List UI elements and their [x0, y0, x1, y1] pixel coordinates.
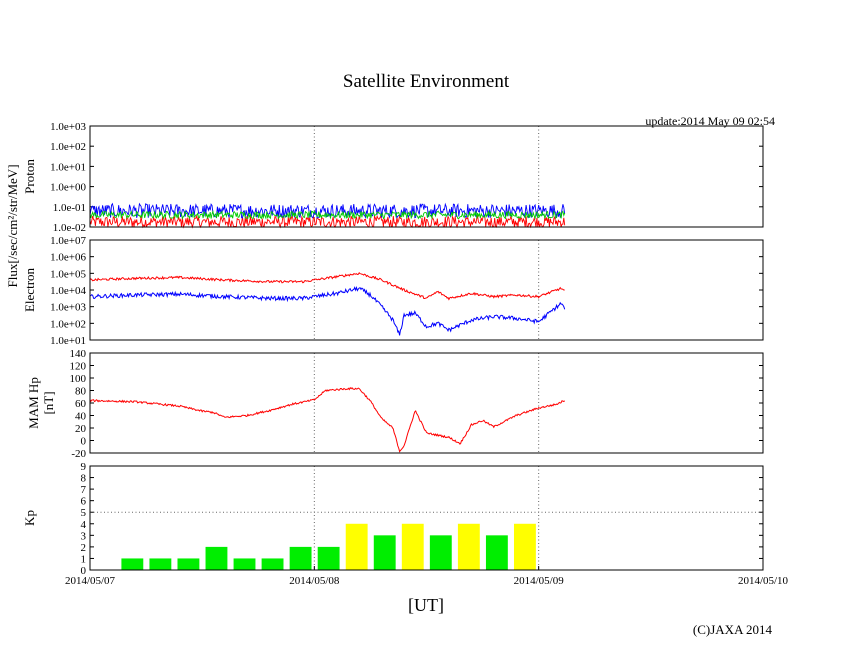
mam_hp-panel-frame — [89, 352, 764, 454]
kp-ytick-label: 8 — [81, 473, 87, 485]
mam_hp-ytick-label: 140 — [70, 348, 87, 360]
electron-axis-label: Electron — [22, 267, 37, 312]
chart-title: Satellite Environment — [343, 71, 510, 92]
kp-ytick-label: 2 — [81, 542, 87, 554]
mam_hp-ytick-label: 0 — [81, 436, 87, 448]
kp-bar — [177, 558, 200, 570]
kp-panel-frame — [89, 465, 764, 571]
proton-ytick-label: 1.0e+02 — [50, 141, 86, 153]
proton-ytick-label: 1.0e-01 — [53, 202, 86, 214]
proton-axis-label: Proton — [22, 159, 37, 194]
kp-ytick-label: 0 — [81, 565, 87, 577]
x-tick-label: 2014/05/10 — [738, 575, 789, 587]
x-axis-label: [UT] — [408, 595, 444, 615]
proton-green-series — [89, 209, 566, 220]
kp-bar — [457, 523, 480, 570]
mam_hp-axis-label: MAM Hp — [26, 377, 41, 429]
electron-ytick-label: 1.0e+05 — [50, 268, 86, 280]
mam_hp-ytick-label: 60 — [75, 398, 87, 410]
kp-ytick-label: 9 — [81, 461, 87, 473]
kp-bar — [233, 558, 256, 570]
x-tick-label: 2014/05/07 — [65, 575, 116, 587]
electron-ytick-label: 1.0e+07 — [50, 235, 86, 247]
kp-ytick-label: 6 — [81, 496, 87, 508]
kp-ytick-label: 7 — [81, 484, 87, 496]
proton-ytick-label: 1.0e+00 — [50, 182, 86, 194]
electron-red-series — [89, 271, 565, 301]
kp-bar — [205, 546, 228, 570]
proton-ytick-label: 1.0e+01 — [50, 161, 86, 173]
proton-ytick-label: 1.0e-02 — [53, 222, 86, 234]
mam_hp-axis-unit: [nT] — [41, 391, 56, 414]
kp-ytick-label: 4 — [81, 519, 87, 531]
electron-ytick-label: 1.0e+01 — [50, 335, 86, 347]
copyright: (C)JAXA 2014 — [693, 622, 773, 637]
electron-ytick-label: 1.0e+02 — [50, 318, 86, 330]
electron-ytick-label: 1.0e+04 — [50, 285, 86, 297]
kp-bar — [401, 523, 424, 570]
proton-ytick-label: 1.0e+03 — [50, 121, 86, 133]
flux-axis-label: Flux[/sec/cm²/str/MeV] — [5, 164, 20, 287]
mam_hp-ytick-label: -20 — [71, 448, 86, 460]
electron-ytick-label: 1.0e+03 — [50, 302, 86, 314]
x-tick-label: 2014/05/08 — [289, 575, 340, 587]
kp-bar — [121, 558, 144, 570]
kp-ytick-label: 5 — [81, 507, 87, 519]
mam_hp-ytick-label: 100 — [70, 373, 87, 385]
kp-axis-label: Kp — [22, 510, 37, 526]
kp-bar — [485, 535, 508, 570]
electron-panel-frame — [89, 239, 764, 341]
kp-ytick-label: 1 — [81, 553, 87, 565]
update-timestamp: update:2014 May 09 02:54 — [645, 114, 775, 128]
kp-bar — [261, 558, 284, 570]
mam_hp-ytick-label: 20 — [75, 423, 87, 435]
electron-blue-series — [89, 286, 566, 336]
kp-bar — [429, 535, 452, 570]
mam_hp-ytick-label: 80 — [75, 386, 87, 398]
kp-ytick-label: 3 — [81, 530, 87, 542]
kp-bar — [513, 523, 536, 570]
kp-bar — [289, 546, 312, 570]
mam_hp-Hp-series — [89, 386, 566, 453]
mam_hp-ytick-label: 40 — [75, 411, 87, 423]
kp-bar — [149, 558, 172, 570]
mam_hp-ytick-label: 120 — [70, 361, 87, 373]
kp-bar — [373, 535, 396, 570]
electron-ytick-label: 1.0e+06 — [50, 252, 86, 264]
proton-panel-frame — [89, 125, 764, 228]
proton-red-series — [89, 214, 566, 229]
x-tick-label: 2014/05/09 — [514, 575, 565, 587]
kp-bar — [317, 546, 340, 570]
kp-bar — [345, 523, 368, 570]
